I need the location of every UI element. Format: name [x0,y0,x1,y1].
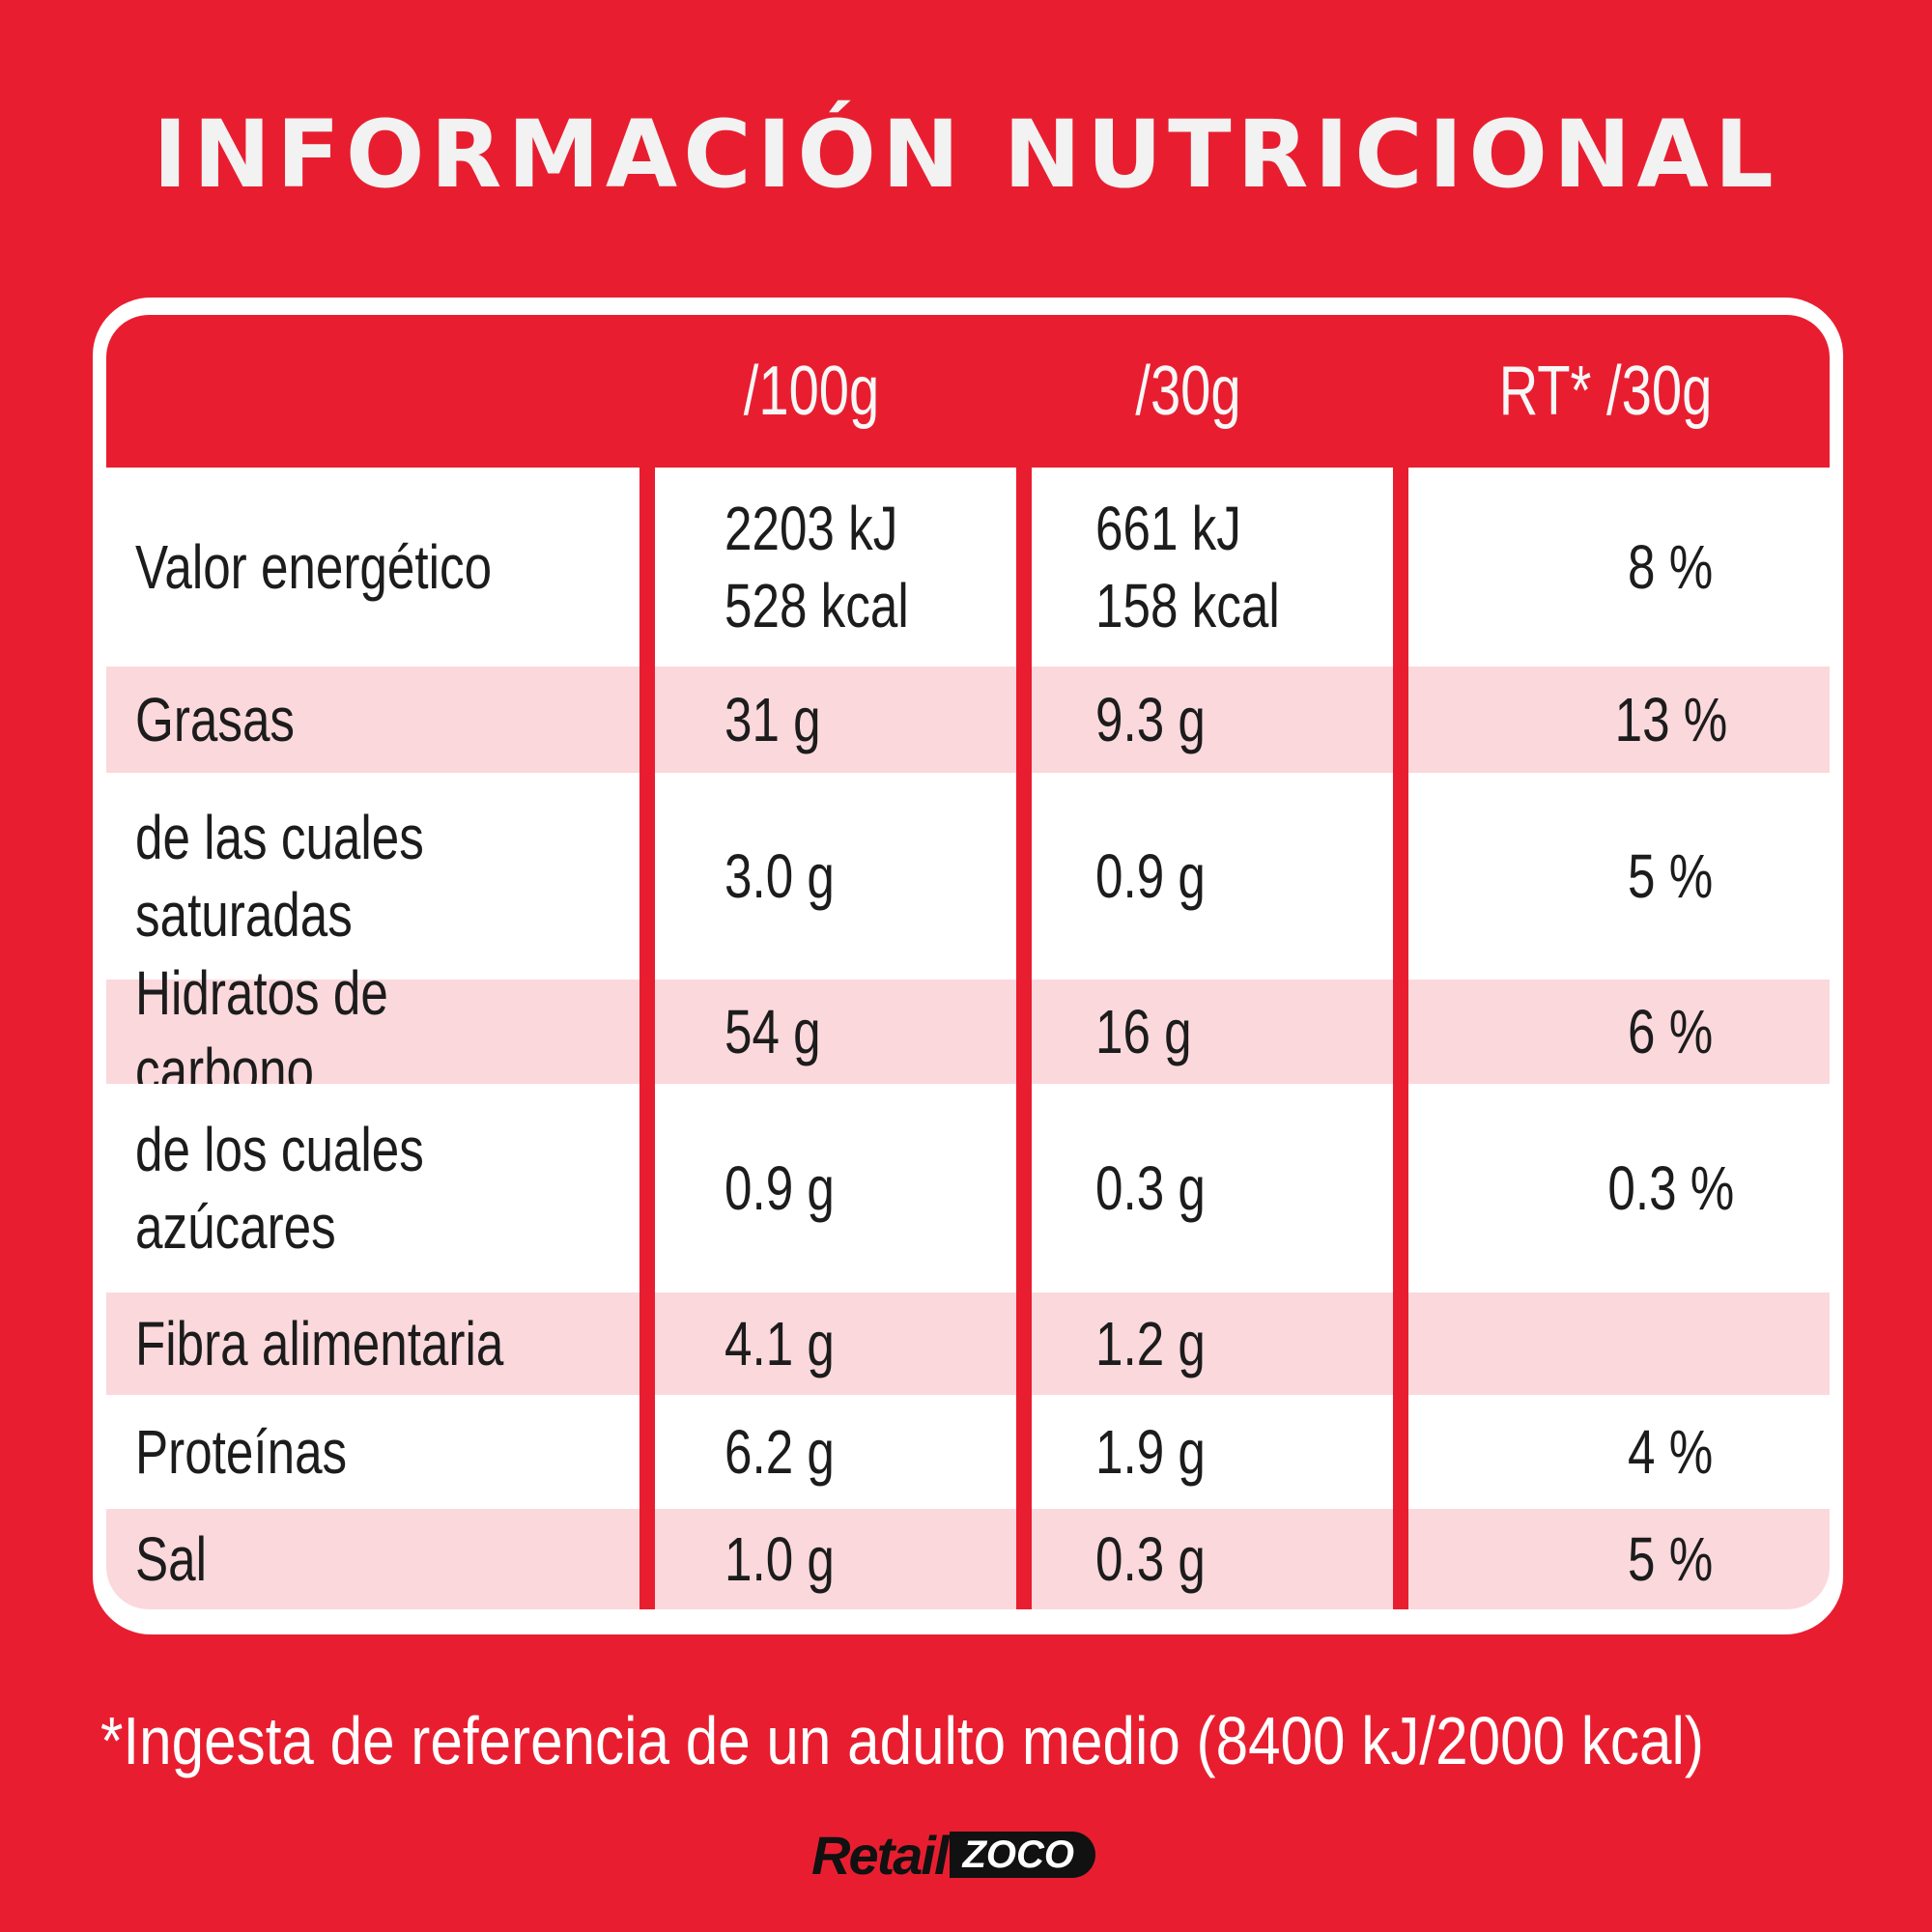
table-header: /100g /30g RT* /30g [106,315,1830,468]
table-row: Valor energético 2203 kJ 528 kcal 661 kJ… [106,468,1830,667]
row-value-rt-30g: 13 % [1614,685,1727,754]
row-value-per-100g: 31 g [724,685,821,754]
header-per-30g: /30g [1135,353,1241,430]
row-value-per-30g: 9.3 g [1095,685,1206,754]
table-row: Hidratos de carbono 54 g 16 g 6 % [106,958,1830,1105]
logo-zoco-text: ZOCO [949,1832,1096,1878]
row-value-per-100g: 6.2 g [724,1417,835,1487]
table-row: Grasas 31 g 9.3 g 13 % [106,667,1830,773]
row-value-per-100g: 1.0 g [724,1524,835,1594]
table-row: de los cuales azúcares 0.9 g 0.3 g 0.3 % [106,1084,1830,1293]
row-label: Proteínas [135,1417,348,1487]
row-value-per-100g: 3.0 g [724,841,835,911]
footnote: *Ingesta de referencia de un adulto medi… [100,1703,1704,1778]
retailzoco-logo: Retail ZOCO [811,1824,1096,1886]
row-value-per-30g: 0.3 g [1095,1524,1206,1594]
row-value-per-30g: 1.9 g [1095,1417,1206,1487]
row-value-rt-30g: 5 % [1628,1524,1714,1594]
row-value-rt-30g: 5 % [1628,841,1714,911]
column-divider [1016,315,1032,1609]
row-value-per-30g: 0.3 g [1095,1153,1206,1223]
page-title: INFORMACIÓN NUTRICIONAL [153,100,1779,209]
table-row: Proteínas 6.2 g 1.9 g 4 % [106,1395,1830,1509]
nutrition-table: /100g /30g RT* /30g Valor energético 220… [106,315,1830,1609]
row-label: Fibra alimentaria [135,1309,504,1378]
row-value-rt-30g [1512,1293,1830,1395]
table-row: de las cuales saturadas 3.0 g 0.9 g 5 % [106,773,1830,980]
row-value-per-30g: 16 g [1095,997,1192,1066]
row-label: de las cuales saturadas [135,803,424,950]
column-divider [639,315,655,1609]
row-value-rt-30g: 4 % [1628,1417,1714,1487]
row-value-per-100g: 0.9 g [724,1153,835,1223]
row-label: Grasas [135,685,296,754]
row-label: Hidratos de carbono [135,958,388,1105]
header-per-100g: /100g [743,353,880,430]
row-value-per-100g: 2203 kJ 528 kcal [724,494,909,640]
row-value-per-100g: 54 g [724,997,821,1066]
row-value-per-30g: 661 kJ 158 kcal [1095,494,1280,640]
row-value-rt-30g: 8 % [1628,532,1714,602]
row-value-per-30g: 0.9 g [1095,841,1206,911]
column-divider [1393,315,1408,1609]
table-row: Fibra alimentaria 4.1 g 1.2 g [106,1293,1830,1395]
row-label: Sal [135,1524,207,1594]
header-rt-30g: RT* /30g [1498,353,1713,430]
row-label: Valor energético [135,532,493,602]
row-value-per-30g: 1.2 g [1095,1309,1206,1378]
row-value-rt-30g: 6 % [1628,997,1714,1066]
row-value-rt-30g: 0.3 % [1607,1153,1734,1223]
table-row: Sal 1.0 g 0.3 g 5 % [106,1509,1830,1609]
logo-retail-text: Retail [811,1824,949,1886]
row-label: de los cuales azúcares [135,1115,424,1262]
row-value-per-100g: 4.1 g [724,1309,835,1378]
